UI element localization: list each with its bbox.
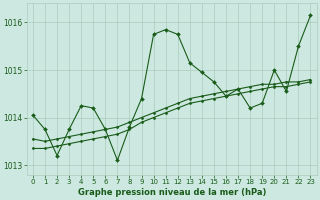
X-axis label: Graphe pression niveau de la mer (hPa): Graphe pression niveau de la mer (hPa): [77, 188, 266, 197]
